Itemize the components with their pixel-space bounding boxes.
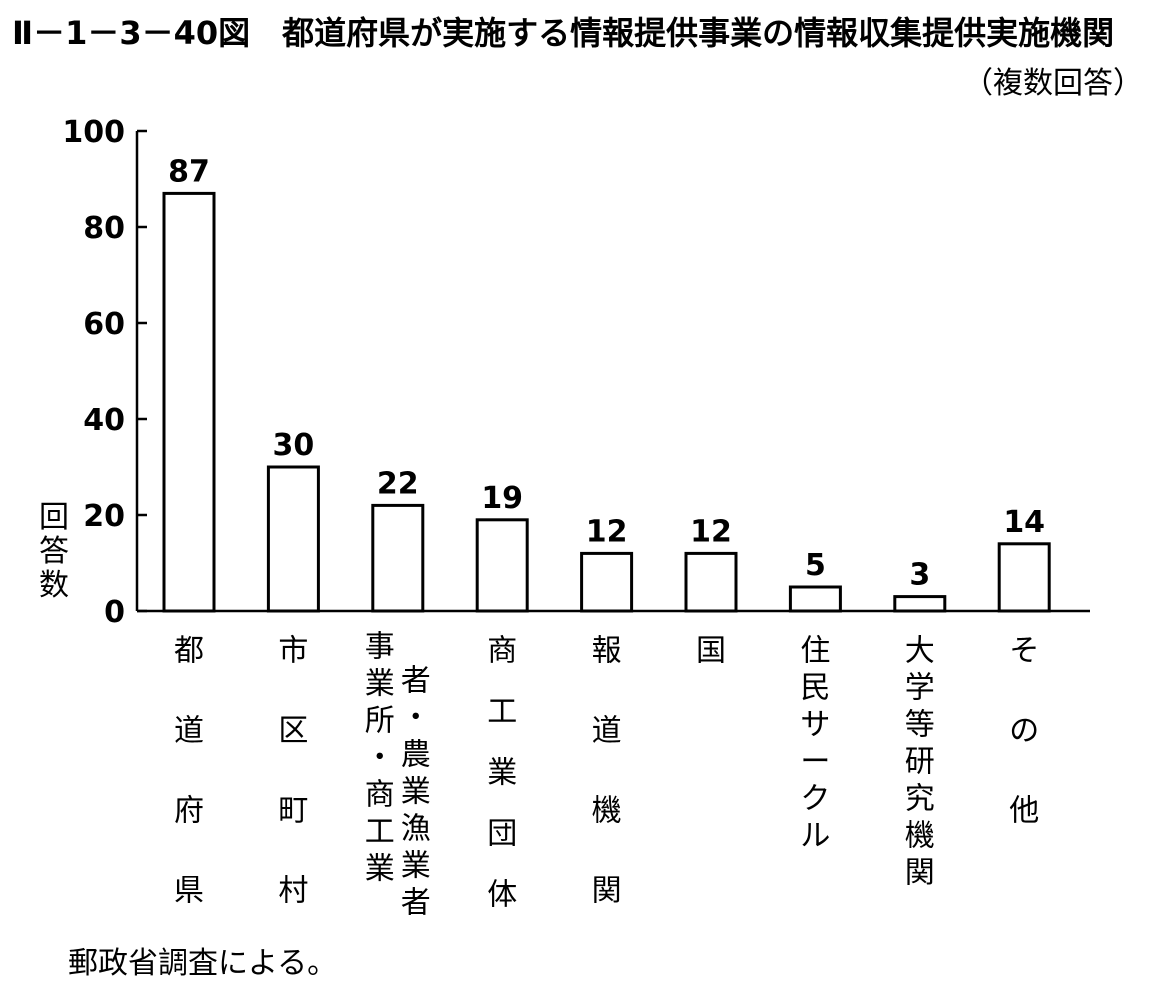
- category-label-char: ・: [401, 701, 431, 736]
- category-label-char: 団: [487, 817, 517, 852]
- category-label-char: ー: [800, 745, 830, 780]
- chart-title: Ⅱ－1－3－40図 都道府県が実施する情報提供事業の情報収集提供実施機関: [12, 14, 1115, 52]
- bar: [788, 585, 842, 613]
- bar-value-label: 22: [377, 466, 419, 501]
- category-label-char: 者: [401, 886, 431, 921]
- bar-value-label: 12: [690, 514, 732, 549]
- y-axis-label: 数: [39, 568, 69, 603]
- bar: [893, 595, 947, 613]
- category-label-char: 県: [174, 874, 204, 909]
- category-label-char: 者: [401, 664, 431, 699]
- category-label-char: ク: [800, 782, 830, 817]
- bar-value-label: 19: [481, 481, 523, 516]
- category-label-char: そ: [1009, 634, 1039, 669]
- bar-value-label: 30: [273, 428, 315, 463]
- category-label-char: の: [1009, 714, 1039, 749]
- category-label-char: 町: [278, 794, 308, 829]
- bar: [162, 191, 216, 613]
- category-label-char: 業: [401, 849, 431, 884]
- bar-value-label: 87: [168, 154, 210, 189]
- bar: [997, 542, 1051, 613]
- y-tick-label: 100: [62, 115, 125, 150]
- category-label-char: 関: [592, 874, 622, 909]
- category-label-char: 市: [278, 634, 308, 669]
- bar-value-label: 14: [1003, 505, 1045, 540]
- category-label-char: サ: [800, 708, 830, 743]
- bar: [475, 518, 529, 613]
- category-label-char: 機: [905, 819, 935, 854]
- category-label-char: 所: [365, 704, 395, 739]
- category-label-char: 他: [1009, 794, 1039, 829]
- category-label-char: 関: [905, 856, 935, 891]
- y-tick-label: 60: [83, 307, 125, 342]
- category-label-char: 業: [365, 667, 395, 702]
- category-label-char: 漁: [401, 812, 431, 847]
- category-label-char: 大: [905, 634, 935, 669]
- category-label-char: 事: [365, 630, 395, 665]
- category-label-char: 等: [905, 708, 935, 743]
- category-label-char: 住: [800, 634, 830, 669]
- category-label-char: ・: [365, 741, 395, 776]
- category-label-char: 業: [487, 756, 517, 791]
- category-label-char: 体: [487, 878, 517, 913]
- category-label-char: 区: [278, 714, 308, 749]
- bar-value-label: 3: [909, 558, 930, 593]
- category-label-char: 道: [174, 714, 204, 749]
- category-label-char: 国: [696, 634, 726, 669]
- category-label-char: 村: [278, 874, 308, 909]
- category-label-char: 農: [401, 738, 431, 773]
- category-label-char: ル: [800, 819, 830, 854]
- y-axis-label: 回: [39, 500, 69, 535]
- category-label-char: 究: [905, 782, 935, 817]
- category-label-char: 府: [174, 794, 204, 829]
- category-label-char: 都: [174, 634, 204, 669]
- y-tick-label: 0: [104, 595, 125, 630]
- bar: [371, 503, 425, 613]
- y-tick-label: 20: [83, 499, 125, 534]
- y-tick-label: 80: [83, 211, 125, 246]
- bar-value-label: 12: [586, 514, 628, 549]
- category-label-char: 機: [592, 794, 622, 829]
- category-label-char: 道: [592, 714, 622, 749]
- bar: [266, 465, 320, 613]
- source-note: 郵政省調査による。: [68, 946, 338, 981]
- y-tick-label: 40: [83, 403, 125, 438]
- bar: [684, 551, 738, 613]
- category-label-char: 学: [905, 671, 935, 706]
- bar: [580, 551, 634, 613]
- category-label-char: 業: [365, 852, 395, 887]
- category-label-char: 商: [487, 634, 517, 669]
- category-label-char: 業: [401, 775, 431, 810]
- category-label-char: 工: [487, 695, 517, 730]
- category-label-char: 民: [800, 671, 830, 706]
- chart-subtitle: （複数回答）: [963, 66, 1143, 101]
- y-axis-label: 答: [39, 534, 69, 569]
- category-label-char: 工: [365, 815, 395, 850]
- category-label-char: 研: [905, 745, 935, 780]
- category-label-char: 報: [592, 634, 622, 669]
- bar-value-label: 5: [805, 548, 826, 583]
- category-label-char: 商: [365, 778, 395, 813]
